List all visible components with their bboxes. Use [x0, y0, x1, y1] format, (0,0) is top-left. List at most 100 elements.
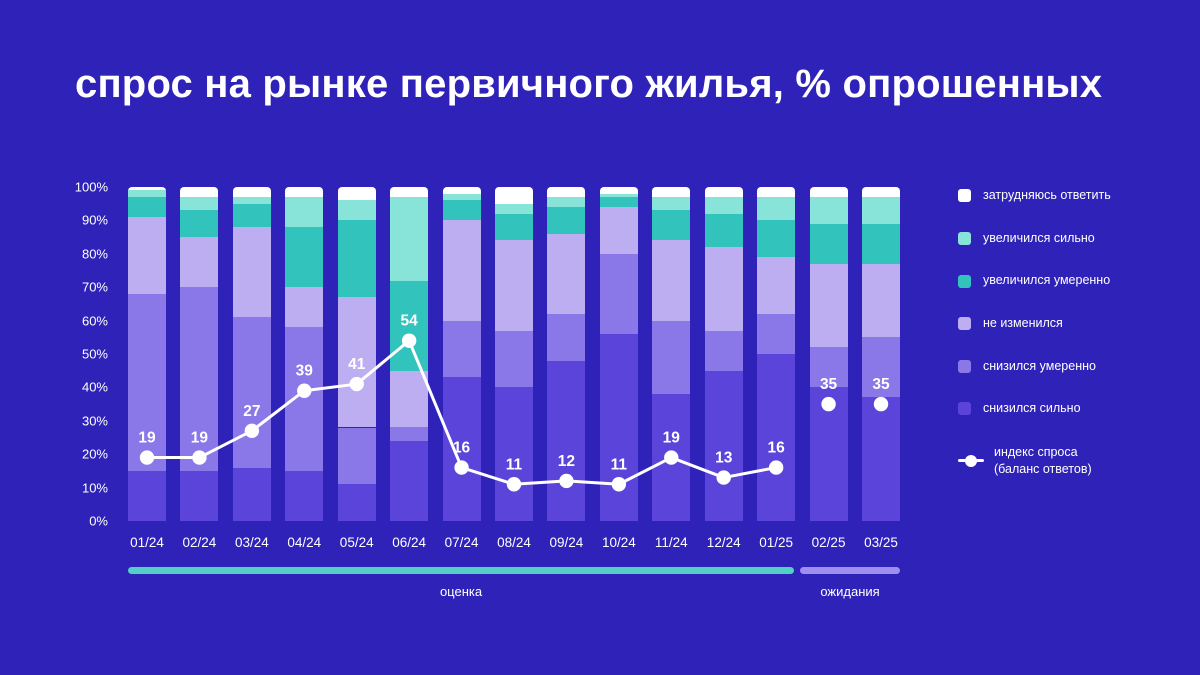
bar-segment [495, 213, 533, 241]
bar-segment [757, 354, 796, 521]
bar-segment [547, 207, 586, 234]
bar-segment [232, 187, 271, 198]
y-axis-label: 40% [81, 379, 108, 395]
x-axis-label: 02/24 [182, 535, 217, 550]
bar-segment [495, 240, 533, 331]
legend-item-label: затрудняюсь ответить [983, 188, 1111, 202]
bar-segment [547, 360, 586, 521]
y-axis-label: 20% [81, 446, 108, 462]
timeline-label: оценка [439, 584, 483, 599]
bar-segment [704, 197, 743, 214]
x-axis-label: 07/24 [444, 535, 479, 550]
x-axis-label: 08/24 [497, 535, 531, 550]
legend-item-label: снизился умеренно [983, 358, 1096, 373]
bar-segment [599, 253, 638, 334]
bar-segment [337, 220, 376, 298]
bar-segment [337, 200, 376, 221]
bar-segment [180, 187, 219, 198]
timeline-segment-2: ожидания [800, 567, 900, 599]
legend-item: увеличился умеренно [958, 273, 1198, 289]
stacked-bar-01/24 [128, 187, 166, 521]
bar-segment [232, 203, 271, 228]
bar-segment [862, 187, 900, 198]
bar-segment [337, 484, 376, 521]
bar-segment [862, 223, 900, 264]
bar-segment [232, 227, 271, 318]
bar-segment [809, 197, 848, 224]
legend-item: не изменился [958, 316, 1198, 332]
bar-segment [180, 197, 219, 211]
legend-color-swatch-icon [958, 317, 971, 331]
stacked-bar-02/24 [180, 187, 219, 521]
bar-segment [547, 233, 586, 314]
bar-segment [232, 317, 271, 468]
bar-segment [337, 187, 376, 201]
bar-segment [390, 427, 429, 441]
y-axis-label: 90% [81, 212, 108, 228]
bar-segment [285, 470, 324, 521]
timeline: оценка ожидания [128, 567, 900, 603]
bar-segment [704, 330, 743, 371]
bar-segment [599, 333, 638, 521]
bar-segment [809, 347, 848, 388]
x-axis-label: 01/24 [130, 535, 164, 550]
bar-segment [337, 297, 376, 428]
bar-segment [285, 227, 324, 288]
bar-segment [757, 187, 796, 198]
bar-segment [652, 240, 691, 321]
legend-line-label: индекс спроса (баланс ответов) [994, 444, 1092, 476]
x-axis-label: 11/24 [654, 535, 688, 550]
x-axis-label: 02/25 [811, 535, 846, 550]
bar-segment [442, 220, 481, 321]
bar-segment [285, 197, 324, 228]
bar-segment [390, 187, 429, 198]
legend-item: снизился сильно [958, 401, 1198, 417]
stacked-bar-07/24 [442, 187, 481, 521]
stacked-bar-11/24 [652, 187, 691, 521]
bar-segment [809, 187, 848, 198]
bar-segment [442, 320, 481, 378]
bar-segment [232, 467, 271, 521]
bar-segment [652, 210, 691, 241]
bar-segment [862, 397, 900, 521]
stacked-bar-03/24 [232, 187, 271, 521]
bar-segment [442, 377, 481, 521]
y-axis-label: 70% [81, 279, 108, 295]
bar-segment [180, 287, 219, 471]
bar-segment [652, 197, 691, 211]
legend-color-swatch-icon [958, 231, 971, 245]
bar-segment [442, 193, 481, 201]
bar-segment [285, 287, 324, 328]
bar-segment [232, 197, 271, 204]
x-axis-label: 03/24 [234, 535, 269, 550]
bar-segment [704, 370, 743, 521]
legend: затрудняюсь ответить увеличился сильно уве… [958, 188, 1198, 478]
y-axis-label: 50% [81, 346, 108, 362]
bar-segment [809, 387, 848, 521]
bar-segment [757, 257, 796, 314]
legend-item: снизился умеренно [958, 359, 1198, 375]
bar-segment [128, 217, 166, 294]
bar-segment [180, 470, 219, 521]
bar-segment [390, 440, 429, 521]
x-axis: 01/24 02/24 03/24 04/24 05/24 06/24 07/24 08/24… [128, 535, 900, 553]
bar-segment [704, 247, 743, 331]
timeline-bar [128, 567, 795, 574]
y-axis-label: 0% [89, 513, 108, 529]
legend-color-swatch-icon [958, 359, 971, 373]
bar-segment [495, 203, 533, 214]
bar-segment [128, 197, 166, 218]
bar-segment [390, 280, 429, 371]
bar-segment [652, 320, 691, 395]
legend-color-swatch-icon [958, 189, 971, 203]
bar-segment [862, 263, 900, 338]
bar-segment [809, 263, 848, 348]
y-axis-label: 30% [81, 413, 108, 429]
bar-segment [547, 313, 586, 361]
bar-segment [757, 313, 796, 354]
x-axis-label: 05/24 [339, 535, 374, 550]
bar-segment [285, 327, 324, 471]
legend-color-swatch-icon [958, 274, 971, 288]
timeline-label: ожидания [820, 584, 880, 599]
